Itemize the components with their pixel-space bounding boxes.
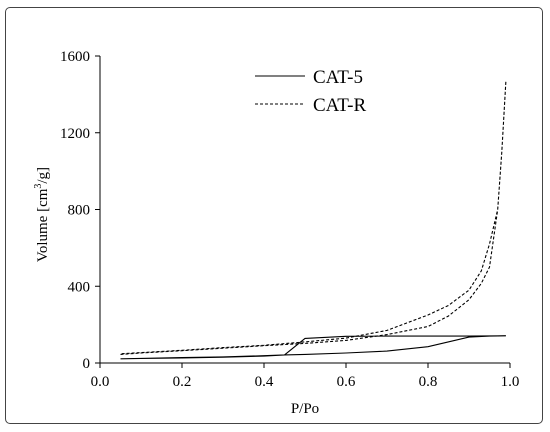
y-axis-label-suffix: /g]: [35, 167, 51, 184]
x-tick-label: 0.0: [91, 374, 110, 390]
tick-labels: 0.0 0.2 0.4 0.6 0.8 1.0 0 400 800 1200 1600: [60, 49, 519, 390]
x-tick-label: 0.6: [337, 374, 356, 390]
legend-label-cat-r: CAT-R: [313, 95, 366, 116]
y-tick-label: 1600: [60, 49, 90, 65]
legend-label-cat-5: CAT-5: [313, 67, 363, 88]
y-axis-label: Volume [cm3/g]: [33, 167, 51, 262]
x-tick-label: 0.2: [173, 374, 192, 390]
series-layer: [120, 80, 507, 360]
series-cat-5-line: [120, 335, 506, 360]
tick-marks: [95, 55, 511, 368]
y-tick-label: 0: [83, 356, 91, 372]
x-tick-label: 0.4: [255, 374, 274, 390]
x-axis-label: P/Po: [291, 401, 319, 417]
y-tick-label: 800: [68, 203, 91, 219]
x-tick-label: 1.0: [501, 374, 520, 390]
y-axis-label-prefix: Volume [cm: [35, 188, 51, 262]
y-axis-label-superscript: 3: [33, 184, 44, 189]
legend: CAT-5 CAT-R: [255, 67, 366, 116]
x-tick-label: 0.8: [419, 374, 438, 390]
y-tick-label: 1200: [60, 126, 90, 142]
axes: [99, 56, 510, 364]
y-tick-label: 400: [68, 279, 91, 295]
series-cat-r-line: [120, 80, 507, 355]
